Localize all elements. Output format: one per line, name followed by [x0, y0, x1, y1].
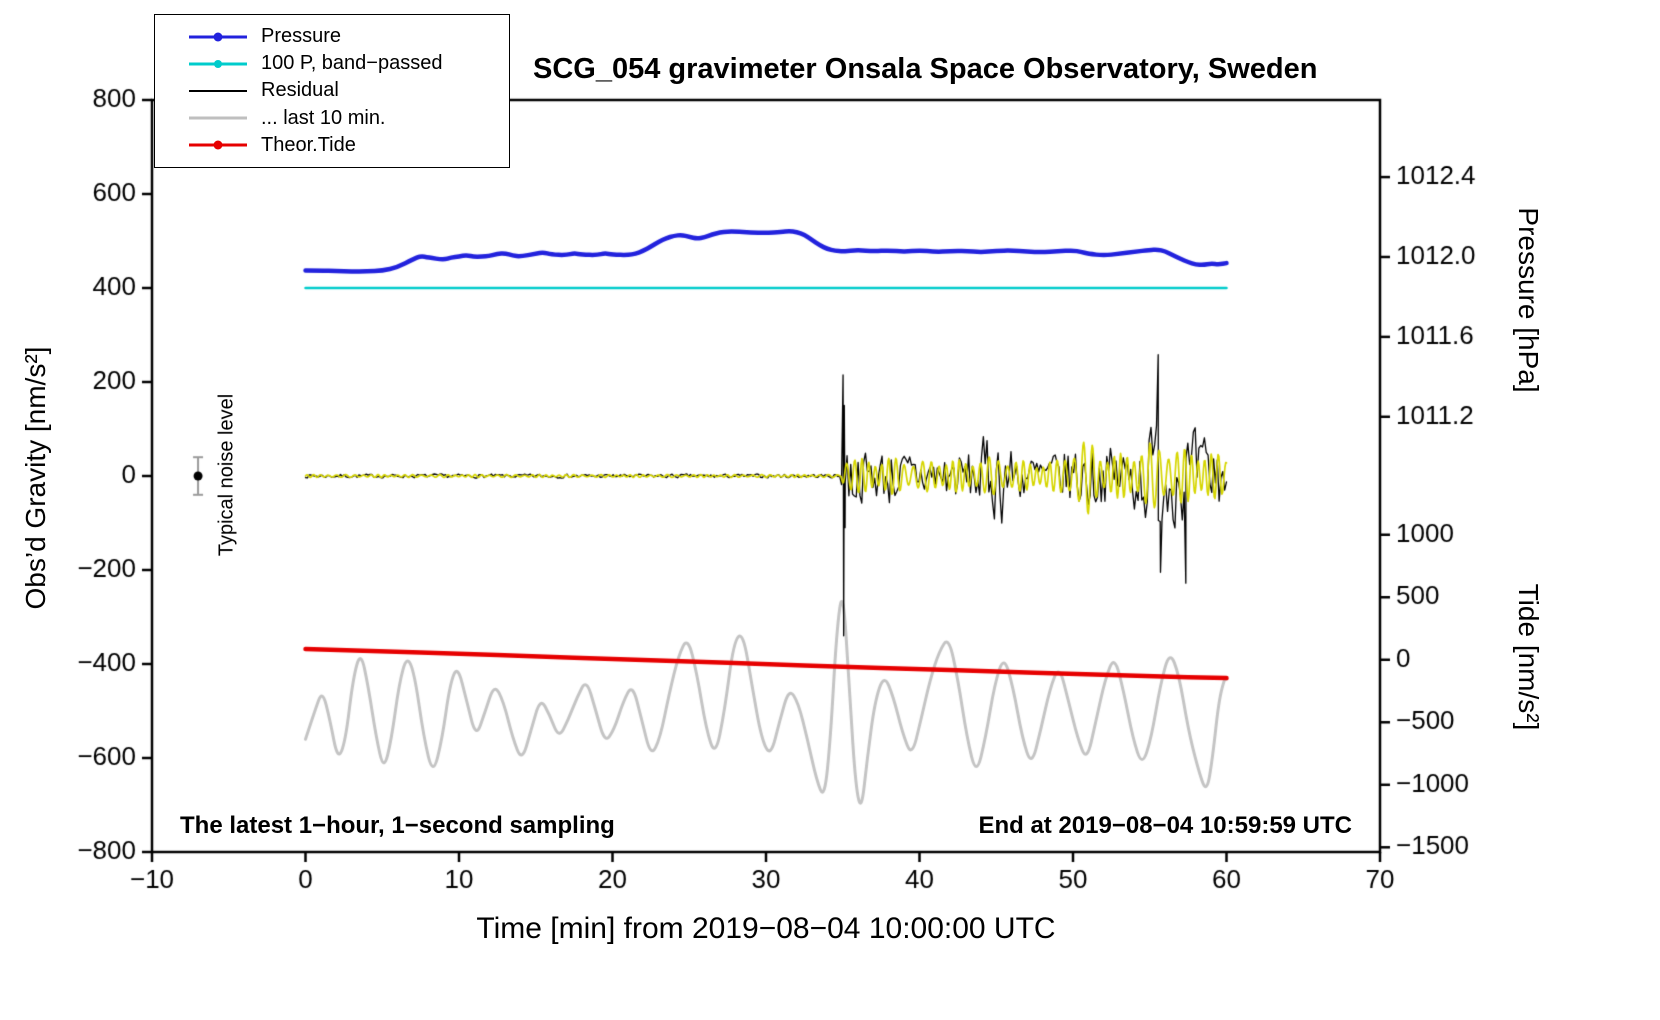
bandpassed-line-swatch — [189, 58, 247, 70]
y-axis-label-tide: Tide [nm/s²] — [1513, 583, 1544, 731]
typical-noise-level-label: Typical noise level — [215, 393, 238, 557]
legend-item-pressure: Pressure — [189, 25, 509, 49]
legend: Pressure 100 P, band−passed Residual ...… — [154, 14, 510, 168]
x-axis-label: Time [min] from 2019−08−04 10:00:00 UTC — [476, 912, 1056, 945]
sampling-note: The latest 1−hour, 1−second sampling — [180, 812, 615, 839]
last10min-line-swatch — [189, 112, 247, 124]
legend-item-last10min: ... last 10 min. — [189, 106, 509, 130]
legend-label: Pressure — [261, 25, 342, 48]
end-time-note: End at 2019−08−04 10:59:59 UTC — [978, 812, 1352, 839]
residual-line-swatch — [189, 85, 247, 97]
chart-title: SCG_054 gravimeter Onsala Space Observat… — [533, 53, 1318, 85]
pressure-line-swatch — [189, 31, 247, 43]
legend-item-bandpassed: 100 P, band−passed — [189, 52, 509, 76]
legend-label: 100 P, band−passed — [261, 52, 443, 75]
legend-label: Residual — [261, 79, 339, 102]
legend-label: ... last 10 min. — [261, 106, 386, 129]
y-axis-label-gravity: Obs’d Gravity [nm/s²] — [20, 346, 51, 610]
legend-label: Theor.Tide — [261, 133, 356, 156]
legend-item-theor-tide: Theor.Tide — [189, 133, 509, 157]
y-axis-label-pressure: Pressure [hPa] — [1513, 207, 1544, 393]
theor-tide-line-swatch — [189, 139, 247, 151]
legend-item-residual: Residual — [189, 79, 509, 103]
